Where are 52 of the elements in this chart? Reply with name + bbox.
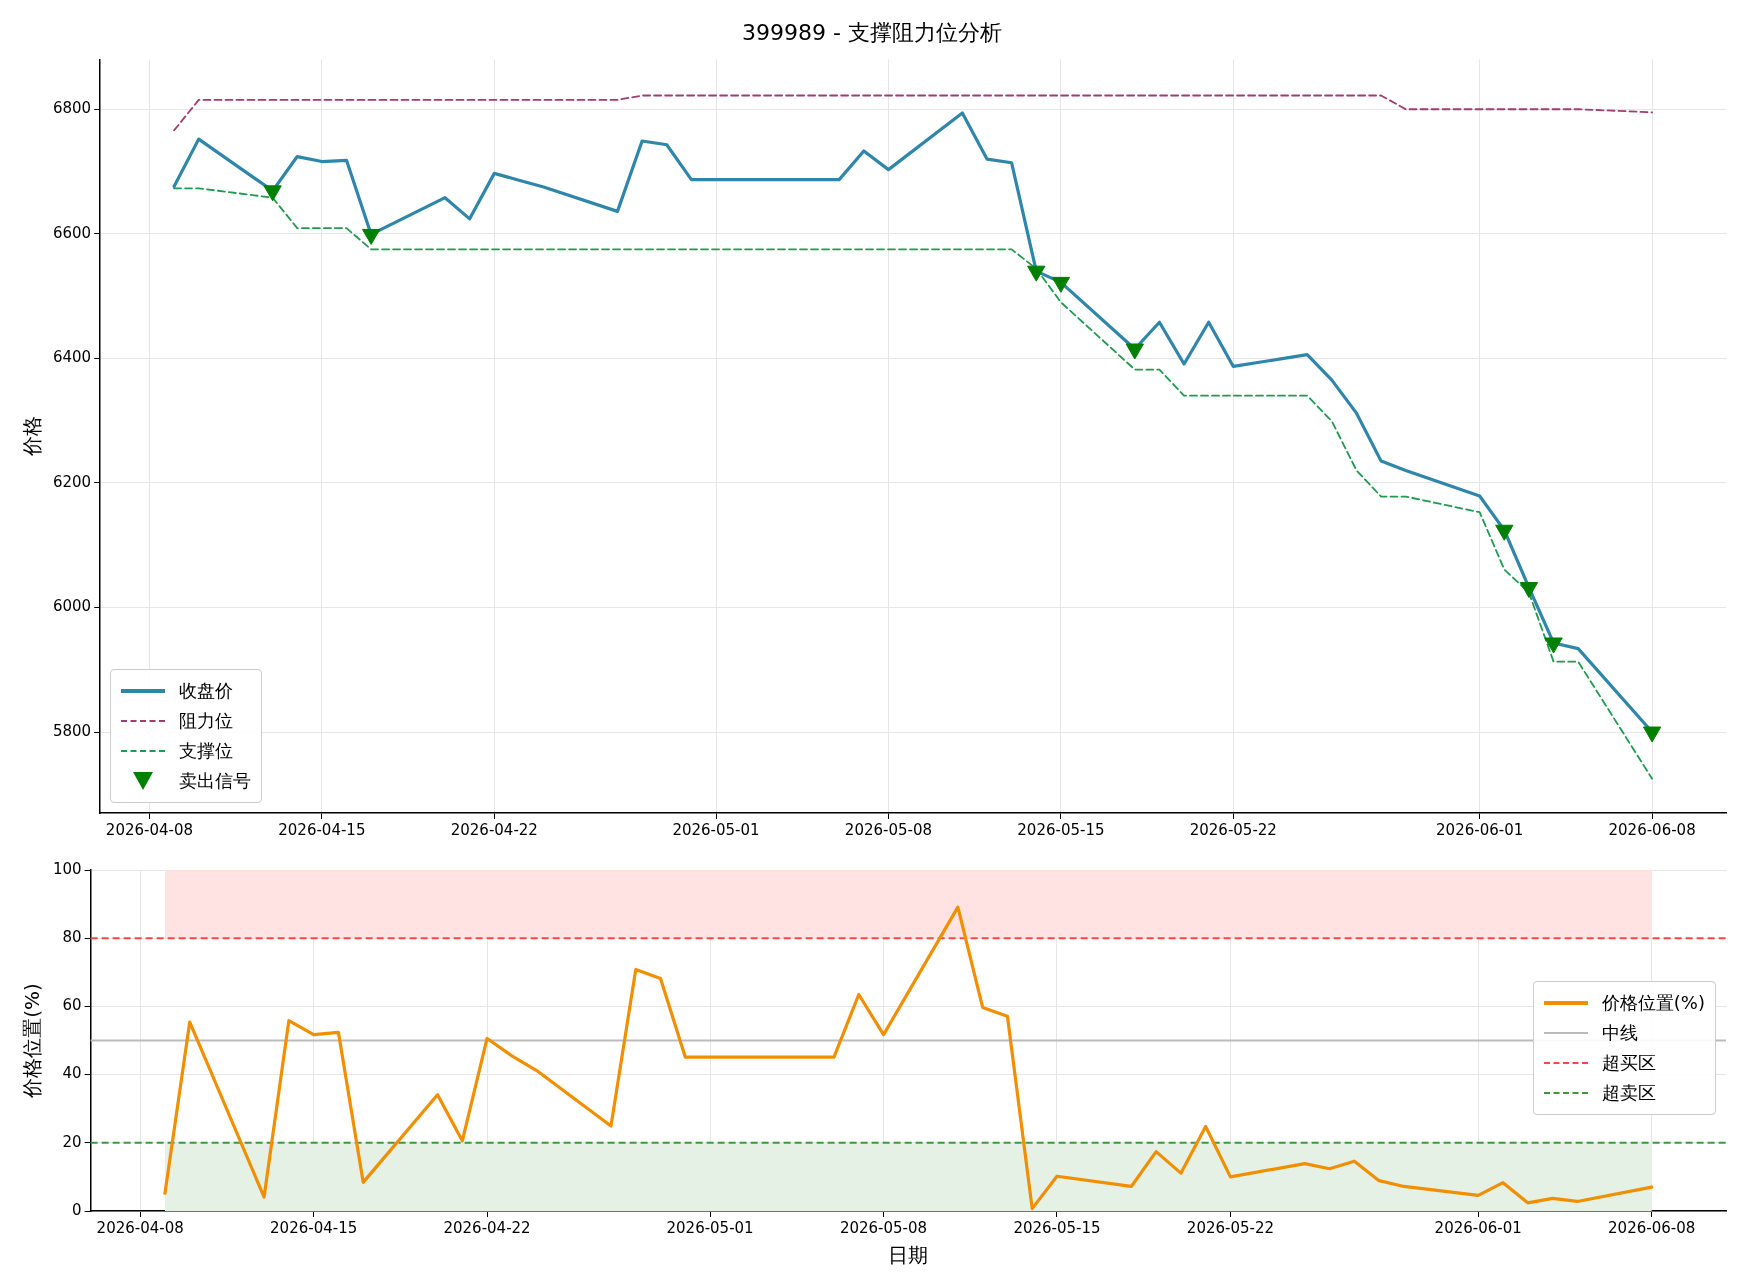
- x-tick-label: 2026-05-15: [1013, 1218, 1101, 1237]
- y-tick-label: 20: [62, 1132, 82, 1151]
- x-tick-label: 2026-04-22: [443, 1218, 531, 1237]
- legend-label: 超买区: [1601, 1050, 1656, 1075]
- y-tick-label: 100: [52, 859, 82, 878]
- x-tick-label: 2026-05-22: [1189, 820, 1277, 839]
- point: [1051, 276, 1071, 293]
- line-series: [173, 94, 1653, 132]
- x-tick-label: 2026-04-15: [270, 1218, 358, 1237]
- x-axis-title: 日期: [888, 1243, 929, 1268]
- legend-label: 阻力位: [179, 709, 234, 733]
- y-tick-label: 6800: [52, 99, 92, 118]
- y-tick-label: 0: [72, 1200, 82, 1219]
- point: [1495, 524, 1514, 541]
- point: [1027, 265, 1046, 282]
- y-tick-label: 6600: [52, 223, 92, 242]
- ref-line-label: 中线: [1601, 1020, 1638, 1045]
- y-tick-label: 40: [62, 1064, 82, 1083]
- x-tick-label: 2026-04-15: [278, 820, 366, 839]
- point: [361, 228, 381, 245]
- y-axis-title: 价格位置(%): [20, 983, 45, 1099]
- chart-title: 399989 - 支撑阻力位分析: [742, 19, 1002, 45]
- y-axis-title: 价格: [20, 416, 45, 458]
- x-tick-label: 2026-06-08: [1608, 820, 1696, 839]
- x-tick-label: 2026-05-01: [672, 820, 760, 839]
- legend-label: 超卖区: [1601, 1080, 1656, 1105]
- x-tick-label: 2026-04-22: [450, 820, 538, 839]
- x-tick-label: 2026-06-08: [1608, 1218, 1696, 1237]
- x-tick-label: 2026-05-08: [839, 1218, 928, 1237]
- x-tick-label: 2026-05-15: [1017, 820, 1105, 839]
- y-tick-label: 80: [62, 928, 82, 947]
- point: [1642, 726, 1662, 743]
- x-tick-label: 2026-04-08: [105, 820, 194, 839]
- y-tick-label: 6000: [52, 597, 92, 616]
- x-tick-label: 2026-06-01: [1436, 820, 1524, 839]
- x-tick-label: 2026-04-08: [96, 1218, 184, 1237]
- x-tick-label: 2026-05-22: [1186, 1218, 1275, 1237]
- legend-label: 支撑位: [179, 739, 234, 763]
- y-tick-label: 5800: [52, 721, 92, 740]
- point: [1519, 582, 1539, 599]
- point: [263, 185, 282, 202]
- y-tick-label: 6200: [52, 472, 92, 491]
- point: [1544, 637, 1563, 654]
- legend-label: 卖出信号: [179, 769, 252, 793]
- legend-label: 收盘价: [179, 679, 234, 703]
- y-tick-label: 60: [62, 996, 82, 1015]
- legend-label: 价格位置(%): [1601, 990, 1705, 1015]
- x-tick-label: 2026-05-08: [844, 820, 933, 839]
- x-tick-label: 2026-06-01: [1434, 1218, 1522, 1237]
- point: [1125, 343, 1144, 360]
- y-tick-label: 6400: [52, 348, 92, 367]
- x-tick-label: 2026-05-01: [666, 1218, 754, 1237]
